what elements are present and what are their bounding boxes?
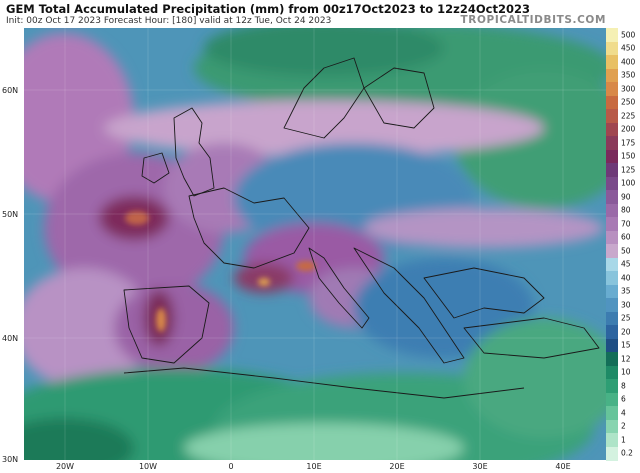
legend-label: 10 bbox=[621, 367, 631, 377]
map-canvas bbox=[24, 28, 606, 460]
legend-swatch bbox=[606, 446, 618, 461]
legend-label: 25 bbox=[621, 313, 631, 323]
legend-swatch bbox=[606, 217, 618, 231]
legend-label: 80 bbox=[621, 205, 631, 215]
legend-swatch bbox=[606, 338, 618, 353]
legend-label: 175 bbox=[621, 138, 636, 148]
legend-swatch bbox=[606, 365, 618, 380]
legend-swatch bbox=[606, 136, 618, 150]
legend-swatch bbox=[606, 392, 618, 407]
legend-label: 450 bbox=[621, 43, 636, 53]
legend-swatch bbox=[606, 311, 618, 326]
legend-swatch bbox=[606, 122, 618, 137]
legend-swatch bbox=[606, 109, 618, 123]
legend-label: 30 bbox=[621, 300, 631, 310]
legend-swatch bbox=[606, 176, 618, 191]
legend-swatch bbox=[606, 28, 618, 42]
legend-label: 90 bbox=[621, 192, 631, 202]
legend-label: 4 bbox=[621, 408, 626, 418]
coastlines bbox=[123, 57, 600, 399]
legend-swatch bbox=[606, 190, 618, 204]
map-title: GEM Total Accumulated Precipitation (mm)… bbox=[6, 2, 530, 16]
legend-swatch bbox=[606, 55, 618, 69]
legend-label: 125 bbox=[621, 165, 636, 175]
lon-label-20e: 20E bbox=[389, 462, 405, 471]
legend-swatch bbox=[606, 203, 618, 218]
lat-label-40n: 40N bbox=[2, 334, 19, 343]
legend-label: 35 bbox=[621, 286, 631, 296]
legend-swatch bbox=[606, 419, 618, 434]
graticule bbox=[24, 28, 606, 460]
legend-label: 60 bbox=[621, 232, 631, 242]
legend-label: 1 bbox=[621, 435, 626, 445]
map-subtitle: Init: 00z Oct 17 2023 Forecast Hour: [18… bbox=[6, 16, 332, 26]
legend-swatch bbox=[606, 257, 618, 272]
legend-swatch bbox=[606, 163, 618, 177]
legend-label: 15 bbox=[621, 340, 631, 350]
legend-label: 250 bbox=[621, 97, 636, 107]
legend-label: 200 bbox=[621, 124, 636, 134]
precip-maxima bbox=[125, 211, 316, 332]
legend-swatch bbox=[606, 325, 618, 339]
legend-swatch bbox=[606, 379, 618, 393]
lon-label-10w: 10W bbox=[138, 462, 158, 471]
legend-swatch bbox=[606, 41, 618, 56]
precipitation-map bbox=[24, 28, 606, 460]
legend-label: 6 bbox=[621, 394, 626, 404]
lon-label-10e: 10E bbox=[306, 462, 322, 471]
legend-label: 8 bbox=[621, 381, 626, 391]
legend-label: 0.2 bbox=[621, 448, 633, 458]
lon-label-0: 0 bbox=[228, 462, 234, 471]
header: GEM Total Accumulated Precipitation (mm)… bbox=[0, 0, 640, 28]
legend-swatch bbox=[606, 149, 618, 164]
legend-label: 350 bbox=[621, 70, 636, 80]
lat-label-60n: 60N bbox=[2, 86, 19, 95]
lat-label-50n: 50N bbox=[2, 210, 19, 219]
legend-label: 500 bbox=[621, 30, 636, 40]
legend-label: 20 bbox=[621, 327, 631, 337]
lon-label-30e: 30E bbox=[472, 462, 488, 471]
legend-swatch bbox=[606, 244, 618, 258]
legend-swatch bbox=[606, 433, 618, 447]
legend-swatch bbox=[606, 298, 618, 312]
lon-label-40e: 40E bbox=[555, 462, 571, 471]
legend-swatch bbox=[606, 284, 618, 299]
lat-label-30n: 30N bbox=[2, 455, 19, 464]
legend-label: 45 bbox=[621, 259, 631, 269]
legend-label: 2 bbox=[621, 421, 626, 431]
lon-label-20w: 20W bbox=[55, 462, 75, 471]
legend-label: 150 bbox=[621, 151, 636, 161]
legend-swatch bbox=[606, 406, 618, 420]
legend-label: 40 bbox=[621, 273, 631, 283]
legend-label: 12 bbox=[621, 354, 631, 364]
legend-swatch bbox=[606, 352, 618, 366]
precip-shading bbox=[24, 28, 606, 460]
color-legend: 500 450 400 350 300 250 225 200 175 150 125 100 90 80… bbox=[606, 28, 640, 461]
legend-label: 400 bbox=[621, 57, 636, 67]
legend-swatch bbox=[606, 82, 618, 96]
legend-swatch bbox=[606, 230, 618, 245]
legend-swatch bbox=[606, 271, 618, 285]
brand-watermark: TROPICALTIDBITS.COM bbox=[460, 14, 606, 26]
legend-swatch bbox=[606, 95, 618, 110]
legend-label: 50 bbox=[621, 246, 631, 256]
legend-label: 70 bbox=[621, 219, 631, 229]
legend-label: 300 bbox=[621, 84, 636, 94]
legend-swatch bbox=[606, 68, 618, 83]
legend-label: 100 bbox=[621, 178, 636, 188]
legend-label: 225 bbox=[621, 111, 636, 121]
